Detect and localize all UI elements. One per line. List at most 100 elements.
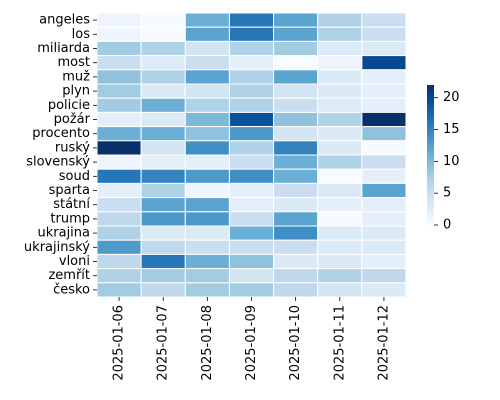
colorbar-tick-label: 0 bbox=[443, 218, 451, 233]
heatmap-cell bbox=[273, 12, 319, 28]
x-tick-label: 2025-01-08 bbox=[200, 305, 215, 381]
heatmap-cell bbox=[96, 55, 142, 71]
heatmap-cell bbox=[273, 140, 319, 156]
colorbar: 0 5 10 15 20 bbox=[427, 85, 460, 233]
heatmap-cell bbox=[96, 126, 142, 142]
heatmap-cell bbox=[273, 239, 319, 255]
heatmap-cell bbox=[317, 140, 363, 156]
heatmap-cell bbox=[184, 111, 230, 128]
heatmap-cell bbox=[361, 69, 407, 85]
y-tick-label: sparta bbox=[49, 183, 90, 198]
heatmap-cell bbox=[96, 282, 142, 298]
heatmap-cell bbox=[273, 26, 319, 42]
heatmap-cell bbox=[228, 182, 275, 199]
y-tick-label: los bbox=[72, 27, 91, 42]
y-tick-label: angeles bbox=[39, 13, 90, 28]
heatmap-cell bbox=[96, 225, 142, 241]
heatmap-cell bbox=[228, 282, 275, 298]
heatmap-cell bbox=[317, 268, 363, 284]
x-tick-label: 2025-01-10 bbox=[288, 305, 303, 381]
heatmap-cell bbox=[361, 168, 407, 184]
heatmap-cell bbox=[228, 97, 275, 113]
heatmap-cell bbox=[273, 154, 319, 170]
colorbar-tick-label: 10 bbox=[443, 154, 460, 169]
heatmap-cell bbox=[361, 268, 407, 284]
heatmap-cell bbox=[184, 12, 230, 28]
y-tick-label: požár bbox=[54, 112, 91, 127]
heatmap-cell bbox=[361, 26, 407, 42]
heatmap-cell bbox=[140, 40, 186, 57]
heatmap-cell bbox=[96, 182, 142, 199]
heatmap-cell bbox=[228, 83, 275, 99]
heatmap-cell bbox=[273, 69, 319, 85]
heatmap-cell bbox=[317, 69, 363, 85]
heatmap-cell bbox=[317, 26, 363, 42]
heatmap-cell bbox=[317, 83, 363, 99]
heatmap-cell bbox=[228, 40, 275, 57]
y-tick-label: ruský bbox=[55, 140, 90, 155]
heatmap-cell bbox=[361, 55, 407, 71]
heatmap-cell bbox=[140, 55, 186, 71]
heatmap-cell bbox=[140, 239, 186, 255]
heatmap-cell bbox=[140, 282, 186, 298]
y-tick-label: zemřít bbox=[48, 268, 90, 283]
y-tick-label: státní bbox=[53, 197, 90, 212]
heatmap-cell bbox=[317, 168, 363, 184]
heatmap-cell bbox=[228, 55, 275, 71]
heatmap-cell bbox=[140, 168, 186, 184]
y-tick-label: miliarda bbox=[37, 41, 90, 56]
heatmap-cell bbox=[184, 282, 230, 298]
heatmap-cell bbox=[228, 197, 275, 213]
y-tick-label: procento bbox=[32, 126, 90, 141]
heatmap-cell bbox=[96, 111, 142, 128]
heatmap-cell bbox=[317, 154, 363, 170]
heatmap-cell bbox=[228, 140, 275, 156]
heatmap-cell bbox=[184, 40, 230, 57]
heatmap-cell bbox=[228, 168, 275, 184]
y-tick-label: vloni bbox=[59, 254, 90, 269]
colorbar-tick-label: 20 bbox=[443, 90, 460, 105]
heatmap-cell bbox=[273, 55, 319, 71]
heatmap-cell bbox=[273, 268, 319, 284]
heatmap-cell bbox=[184, 225, 230, 241]
heatmap-cell bbox=[140, 69, 186, 85]
heatmap-cell bbox=[273, 282, 319, 298]
heatmap-cell bbox=[140, 26, 186, 42]
heatmap-cell bbox=[228, 253, 275, 270]
colorbar-tick-label: 5 bbox=[443, 186, 451, 201]
heatmap-cell bbox=[273, 83, 319, 99]
x-tick-label: 2025-01-09 bbox=[244, 305, 259, 381]
heatmap-cell bbox=[317, 253, 363, 270]
heatmap-cell bbox=[96, 168, 142, 184]
heatmap-cell bbox=[273, 40, 319, 57]
heatmap-cell bbox=[361, 282, 407, 298]
heatmap-cell bbox=[96, 12, 142, 28]
heatmap-cell bbox=[184, 154, 230, 170]
heatmap-cell bbox=[140, 12, 186, 28]
heatmap-cell bbox=[184, 197, 230, 213]
x-tick-label: 2025-01-12 bbox=[376, 305, 391, 381]
heatmap-cell bbox=[140, 197, 186, 213]
heatmap-cell bbox=[317, 182, 363, 199]
heatmap-cell bbox=[184, 211, 230, 227]
heatmap-cell bbox=[228, 268, 275, 284]
heatmap-cell bbox=[361, 111, 407, 128]
heatmap-cell bbox=[361, 40, 407, 57]
heatmap-cell bbox=[361, 97, 407, 113]
heatmap-cell bbox=[228, 126, 275, 142]
heatmap-cell bbox=[184, 182, 230, 199]
heatmap-cell bbox=[317, 40, 363, 57]
heatmap-cell bbox=[361, 211, 407, 227]
heatmap-cell bbox=[317, 239, 363, 255]
heatmap-cells bbox=[96, 12, 407, 298]
heatmap-cell bbox=[96, 69, 142, 85]
heatmap-cell bbox=[317, 55, 363, 71]
heatmap-cell bbox=[96, 211, 142, 227]
heatmap-cell bbox=[273, 253, 319, 270]
heatmap-cell bbox=[140, 83, 186, 99]
heatmap-cell bbox=[228, 154, 275, 170]
colorbar-tick-label: 15 bbox=[443, 122, 460, 137]
heatmap-cell bbox=[273, 126, 319, 142]
x-tick-label: 2025-01-11 bbox=[332, 305, 347, 381]
